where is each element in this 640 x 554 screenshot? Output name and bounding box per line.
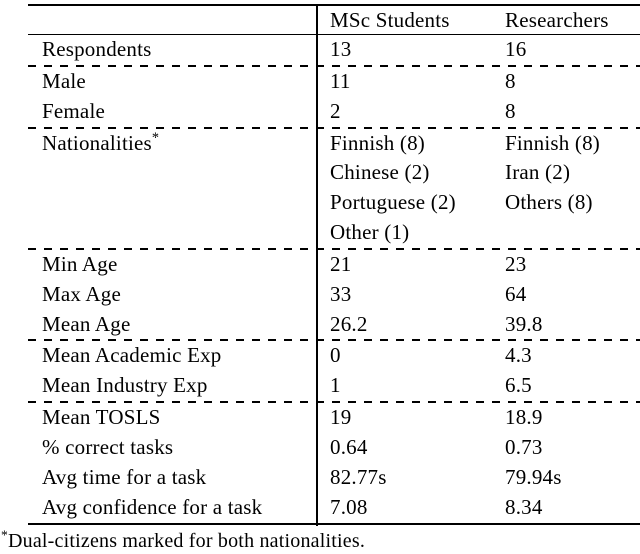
msc-value: 0.64	[330, 434, 368, 459]
researchers-value: 23	[505, 251, 527, 276]
row-label: Female	[42, 98, 106, 123]
table-row-min-age: Min Age 21 23	[28, 250, 640, 280]
table-row-avg-confidence: Avg confidence for a task 7.08 8.34	[28, 493, 640, 523]
researchers-value: 8	[505, 68, 516, 93]
table-row-nationalities: Nationalities* Finnish (8) Finnish (8)	[28, 129, 640, 159]
researchers-value: Iran (2)	[505, 160, 571, 185]
dashed-separator	[28, 247, 640, 250]
researchers-value: 6.5	[505, 373, 532, 398]
researchers-value: Others (8)	[505, 190, 593, 215]
table-row-mean-tosls: Mean TOSLS 19 18.9	[28, 403, 640, 433]
row-label	[28, 158, 316, 188]
row-label: Mean Academic Exp	[42, 343, 222, 368]
researchers-value: 16	[505, 37, 527, 61]
researchers-value: 79.94s	[505, 464, 562, 489]
msc-value: 0	[330, 343, 341, 368]
table-row-nationalities-cont: Other (1)	[28, 218, 640, 248]
table-row-max-age: Max Age 33 64	[28, 280, 640, 310]
msc-value: 1	[330, 373, 341, 398]
dashed-separator	[28, 401, 640, 404]
table-row-mean-industry-exp: Mean Industry Exp 1 6.5	[28, 371, 640, 401]
msc-value: 21	[330, 251, 352, 276]
msc-value: 2	[330, 98, 341, 123]
msc-value: 7.08	[330, 494, 368, 519]
table-row-nationalities-cont: Chinese (2) Iran (2)	[28, 158, 640, 188]
row-label: Mean TOSLS	[42, 405, 161, 430]
msc-value: Other (1)	[330, 220, 410, 245]
demographics-table: MSc Students Researchers Respondents 13 …	[28, 4, 640, 525]
row-label: Min Age	[42, 251, 118, 276]
msc-value: Portuguese (2)	[330, 190, 456, 215]
row-label	[28, 188, 316, 218]
msc-value: 11	[330, 68, 351, 93]
column-header-msc-students: MSc Students	[330, 8, 450, 32]
table-row-mean-academic-exp: Mean Academic Exp 0 4.3	[28, 341, 640, 371]
researchers-value: 8.34	[505, 494, 543, 519]
table-row-percent-correct-tasks: % correct tasks 0.64 0.73	[28, 433, 640, 463]
table-header-row: MSc Students Researchers	[28, 6, 640, 35]
row-label	[28, 218, 316, 248]
row-label: Max Age	[42, 281, 121, 306]
researchers-value: 18.9	[505, 405, 543, 430]
row-label: Respondents	[42, 37, 152, 61]
table-row-male: Male 11 8	[28, 67, 640, 97]
table-row-mean-age: Mean Age 26.2 39.8	[28, 310, 640, 340]
table-row-respondents: Respondents 13 16	[28, 35, 640, 65]
researchers-value: Finnish (8)	[505, 130, 600, 155]
researchers-value: 4.3	[505, 343, 532, 368]
footnote-text: Dual-citizens marked for both nationalit…	[8, 530, 366, 552]
table-row-nationalities-cont: Portuguese (2) Others (8)	[28, 188, 640, 218]
table-row-avg-time: Avg time for a task 82.77s 79.94s	[28, 463, 640, 493]
row-label: Mean Age	[42, 311, 131, 336]
row-label: % correct tasks	[42, 434, 174, 459]
row-label: Avg confidence for a task	[42, 494, 263, 519]
msc-value: 26.2	[330, 311, 368, 336]
table-footnote: *Dual-citizens marked for both nationali…	[1, 527, 366, 553]
row-label: Nationalities*	[28, 129, 316, 159]
row-label-text: Nationalities	[42, 130, 152, 155]
researchers-value	[505, 218, 640, 248]
dashed-separator	[28, 126, 640, 129]
table-row-female: Female 2 8	[28, 97, 640, 127]
researchers-value: 39.8	[505, 311, 543, 336]
msc-value: 19	[330, 405, 352, 430]
dashed-separator	[28, 339, 640, 342]
row-label: Mean Industry Exp	[42, 373, 208, 398]
footnote-marker: *	[1, 527, 8, 543]
researchers-value: 0.73	[505, 434, 543, 459]
footnote-marker: *	[151, 129, 160, 146]
column-header-researchers: Researchers	[505, 8, 609, 32]
msc-value: 82.77s	[330, 464, 387, 489]
dashed-separator	[28, 64, 640, 67]
researchers-value: 64	[505, 281, 527, 306]
column-divider-line	[316, 4, 318, 526]
msc-value: Finnish (8)	[330, 130, 425, 155]
msc-value: 13	[330, 37, 352, 61]
msc-value: Chinese (2)	[330, 160, 430, 185]
row-label: Male	[42, 68, 86, 93]
row-label: Avg time for a task	[42, 464, 207, 489]
researchers-value: 8	[505, 98, 516, 123]
msc-value: 33	[330, 281, 352, 306]
column-header-empty	[28, 6, 316, 34]
